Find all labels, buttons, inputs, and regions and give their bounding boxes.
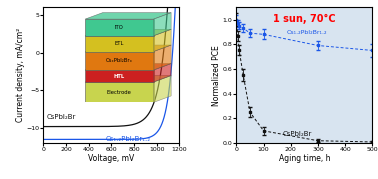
- Text: CsPbI₂Br: CsPbI₂Br: [47, 114, 76, 120]
- Text: CsPbI₂Br: CsPbI₂Br: [283, 131, 312, 137]
- Y-axis label: Current density, mA/cm²: Current density, mA/cm²: [16, 28, 25, 122]
- X-axis label: Aging time, h: Aging time, h: [279, 154, 330, 163]
- X-axis label: Voltage, mV: Voltage, mV: [88, 154, 135, 163]
- Text: Cs₁.₂PbI₂Br₁.₂: Cs₁.₂PbI₂Br₁.₂: [106, 136, 151, 142]
- Text: 1 sun, 70°C: 1 sun, 70°C: [273, 14, 336, 24]
- Y-axis label: Normalized PCE: Normalized PCE: [212, 45, 221, 106]
- Text: Cs₁.₂PbI₂Br₁.₂: Cs₁.₂PbI₂Br₁.₂: [287, 30, 327, 35]
